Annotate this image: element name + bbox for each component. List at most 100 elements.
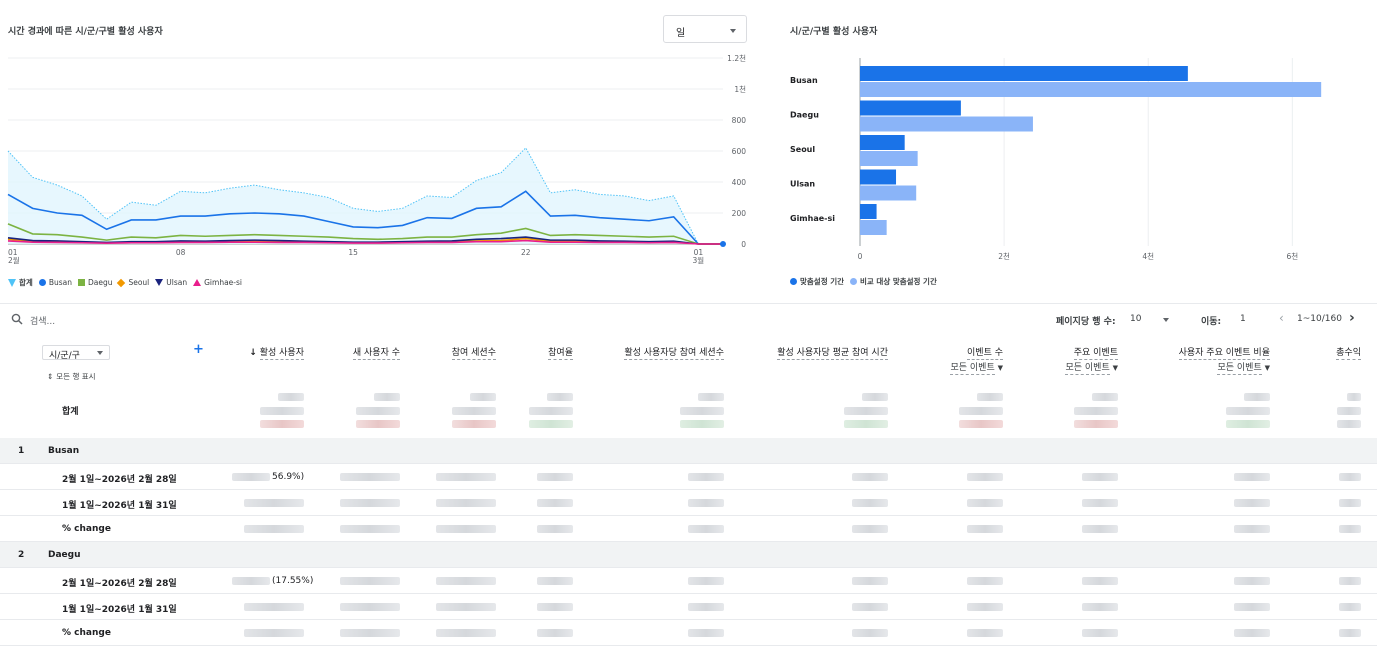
redacted-value <box>1339 629 1361 637</box>
column-header[interactable]: 활성 사용자당 평균 참여 시간 <box>777 348 888 360</box>
redacted-value <box>852 525 888 533</box>
column-header[interactable]: 사용자 주요 이벤트 비율 모든 이벤트 ▼ <box>1178 348 1270 375</box>
redacted-value <box>244 499 304 507</box>
legend-compare-period[interactable]: 비교 대상 맞춤설정 기간 <box>850 276 937 287</box>
redacted-value <box>529 407 573 415</box>
period-dropdown[interactable]: 일 <box>663 15 747 43</box>
table-row[interactable]: 2월 1일~2026년 2월 28일 (17.55%) <box>0 568 1377 594</box>
redacted-value <box>844 420 888 428</box>
column-header[interactable]: 활성 사용자당 참여 세션수 <box>624 348 724 360</box>
search-input[interactable]: 검색... <box>30 317 56 327</box>
bar-current <box>860 135 905 150</box>
square-icon <box>77 279 85 286</box>
x-tick-month: 2월 <box>8 255 20 265</box>
bar-current <box>860 204 877 219</box>
legend-seoul[interactable]: Seoul <box>117 278 149 287</box>
redacted-value <box>1226 420 1270 428</box>
sort-icon: ⇕ <box>47 372 54 381</box>
city-name: Busan <box>48 446 80 456</box>
redacted-value <box>340 577 400 585</box>
redacted-value <box>852 629 888 637</box>
redacted-value <box>244 525 304 533</box>
bar-chart-title: 시/군/구별 활성 사용자 <box>790 27 878 37</box>
group-row[interactable]: 2 Daegu <box>0 542 1377 568</box>
chevron-down-icon: ▼ <box>1264 364 1270 372</box>
legend-busan[interactable]: Busan <box>38 278 72 287</box>
redacted-value <box>1234 577 1270 585</box>
last-point-marker <box>720 241 726 247</box>
legend-daegu[interactable]: Daegu <box>77 278 112 287</box>
table-row[interactable]: % change <box>0 516 1377 542</box>
redacted-value <box>340 603 400 611</box>
chevron-down-icon <box>730 29 736 33</box>
redacted-value <box>1082 473 1118 481</box>
event-filter-select[interactable]: 모든 이벤트 ▼ <box>1217 363 1270 375</box>
event-filter-select[interactable]: 모든 이벤트 ▼ <box>1065 363 1118 375</box>
column-header[interactable]: 참여율 <box>548 348 573 360</box>
triangle-down-icon <box>155 279 164 286</box>
redacted-value <box>1337 420 1361 428</box>
category-label: Gimhae-si <box>790 214 835 223</box>
redacted-value <box>340 525 400 533</box>
period-compare: 1월 1일~2026년 1월 31일 <box>62 605 177 615</box>
table-row[interactable]: 1월 1일~2026년 1월 31일 <box>0 594 1377 620</box>
chevron-down-icon: ▼ <box>997 364 1003 372</box>
redacted-value <box>537 603 573 611</box>
legend-ulsan[interactable]: Ulsan <box>155 278 187 287</box>
column-header[interactable]: ↓ 활성 사용자 <box>249 348 304 360</box>
redacted-value <box>436 473 496 481</box>
x-tick-label: 4천 <box>1142 251 1154 261</box>
redacted-value <box>1082 629 1118 637</box>
event-filter-select[interactable]: 모든 이벤트 ▼ <box>950 363 1003 375</box>
bar-compare <box>860 116 1033 132</box>
period-compare: 1월 1일~2026년 1월 31일 <box>62 501 177 511</box>
legend-gimhae[interactable]: Gimhae-si <box>193 278 242 287</box>
redacted-value <box>1337 407 1361 415</box>
redacted-value <box>452 407 496 415</box>
redacted-value <box>452 420 496 428</box>
prev-page-icon[interactable]: ‹ <box>1279 311 1284 325</box>
redacted-value <box>688 603 724 611</box>
redacted-value <box>469 393 496 401</box>
bar-chart: 0 2천 4천 6천 Busan Daegu Seoul Ulsan Gimhae-si <box>790 58 1322 261</box>
redacted-value <box>1074 407 1118 415</box>
dimension-select[interactable]: 시/군/구 <box>42 345 110 361</box>
goto-input[interactable]: 1 <box>1240 314 1246 324</box>
redacted-value <box>546 393 573 401</box>
x-tick-label: 01 <box>8 248 18 257</box>
series-gimhae <box>7 239 723 245</box>
y-tick-label: 800 <box>732 116 747 125</box>
redacted-value <box>1082 577 1118 585</box>
column-header[interactable]: 총수익 <box>1336 348 1361 360</box>
add-dimension-button[interactable]: + <box>193 342 204 357</box>
search-icon[interactable] <box>11 313 23 325</box>
rows-per-page-select[interactable]: 10 <box>1130 314 1142 324</box>
column-header[interactable]: 새 사용자 수 <box>352 348 400 360</box>
redacted-value <box>436 603 496 611</box>
redacted-value <box>260 420 304 428</box>
series-daegu <box>7 223 723 245</box>
table-row[interactable]: % change <box>0 620 1377 646</box>
redacted-value <box>688 629 724 637</box>
group-row[interactable]: 1 Busan <box>0 438 1377 464</box>
show-all-rows-toggle[interactable]: ⇕ 모든 행 표시 <box>47 372 96 381</box>
redacted-value <box>680 420 724 428</box>
chevron-down-icon[interactable] <box>1163 318 1169 322</box>
redacted-value <box>436 499 496 507</box>
column-header[interactable]: 참여 세션수 <box>451 348 496 360</box>
pagination-range: 1~10/160 <box>1297 314 1342 324</box>
column-header[interactable]: 이벤트 수 모든 이벤트 ▼ <box>950 348 1003 375</box>
y-tick-label: 400 <box>732 178 747 187</box>
redacted-value <box>1234 525 1270 533</box>
table-row[interactable]: 2월 1일~2026년 2월 28일 56.9%) <box>0 464 1377 490</box>
next-page-icon[interactable]: › <box>1349 310 1355 326</box>
chevron-down-icon: ▼ <box>1112 364 1118 372</box>
redacted-value <box>967 525 1003 533</box>
redacted-value <box>688 577 724 585</box>
table-row[interactable]: 1월 1일~2026년 1월 31일 <box>0 490 1377 516</box>
column-header[interactable]: 주요 이벤트 모든 이벤트 ▼ <box>1065 348 1118 375</box>
y-tick-label: 200 <box>732 209 747 218</box>
legend-total[interactable]: 합계 <box>8 277 33 288</box>
legend-current-period[interactable]: 맞춤설정 기간 <box>790 276 844 287</box>
section-divider <box>0 303 1377 304</box>
